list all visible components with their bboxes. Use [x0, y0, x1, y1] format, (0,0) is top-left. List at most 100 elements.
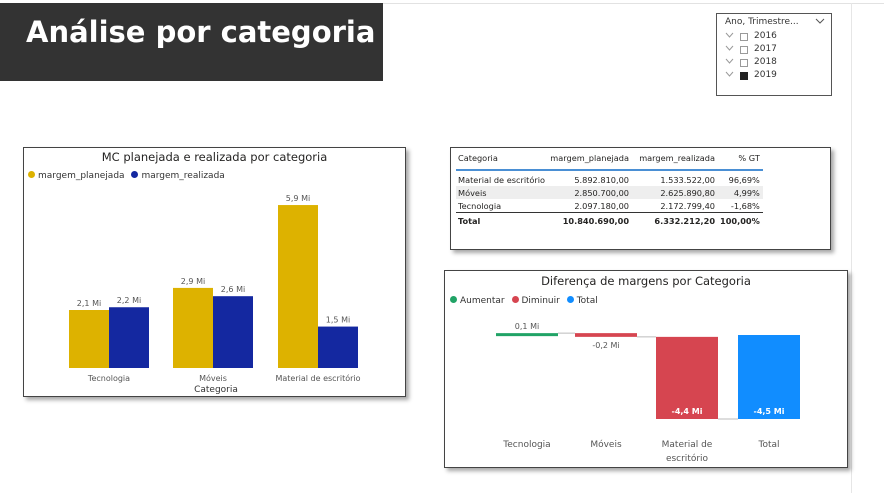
- data-label: -4,5 Mi: [754, 407, 785, 416]
- waterfall-bar-diminuir: [656, 336, 718, 419]
- data-label: 2,6 Mi: [221, 285, 245, 294]
- bar-margem_planejada: [173, 287, 213, 368]
- table-total-row: Total 10.840.690,00 6.332.212,20 100,00%: [456, 212, 763, 227]
- slicer-header[interactable]: Ano, Trimestre...: [725, 17, 825, 31]
- table-row[interactable]: Material de escritório 5.892.810,00 1.53…: [456, 170, 763, 186]
- waterfall-bar-total: [738, 335, 800, 419]
- legend-dot: [511, 296, 519, 303]
- table-cell: 6.332.212,20: [632, 212, 719, 227]
- chart-title: Diferença de margens por Categoria: [541, 274, 751, 288]
- x-tick-label: Total: [757, 440, 779, 450]
- table-cell: 10.840.690,00: [548, 212, 633, 227]
- legend-label: margem_planejada: [38, 171, 125, 181]
- chevron-right-icon[interactable]: [725, 31, 734, 43]
- table-cell: 2.850.700,00: [548, 186, 633, 199]
- legend-dot: [28, 171, 35, 178]
- table-cell: 100,00%: [718, 212, 763, 227]
- legend-dot: [131, 171, 139, 178]
- table-cell: 96,69%: [728, 175, 760, 185]
- legend-label: Total: [576, 296, 598, 306]
- table-cell: 2.097.180,00: [574, 201, 630, 211]
- chart-title: MC planejada e realizada por categoria: [101, 150, 328, 164]
- table-cell: 5.892.810,00: [574, 175, 630, 185]
- slicer-option-2018[interactable]: 2018: [725, 57, 825, 69]
- waterfall-bar-diminuir: [575, 333, 637, 337]
- chart-legend: Aumentar Diminuir Total: [450, 296, 602, 306]
- slicer-option-label: 2017: [754, 44, 777, 54]
- data-label: 2,2 Mi: [117, 296, 141, 305]
- bar-margem_realizada: [213, 296, 253, 368]
- data-label: -0,2 Mi: [592, 341, 619, 350]
- margins-table[interactable]: Categoria margem_planejada margem_realiz…: [450, 147, 831, 250]
- legend-label: Diminuir: [521, 296, 560, 306]
- slicer-option-2019[interactable]: 2019: [725, 70, 825, 82]
- table-row[interactable]: Móveis 2.850.700,00 2.625.890,80 4,99%: [456, 186, 763, 199]
- table-cell: -1,68%: [730, 201, 760, 211]
- slicer-checkbox[interactable]: [740, 33, 748, 41]
- chevron-right-icon[interactable]: [725, 44, 734, 56]
- bar-chart-plot: 2,1 Mi 2,2 Mi Tecnologia 2,9 Mi 2,6 Mi Móveis…: [69, 194, 361, 395]
- bar-margem_planejada: [69, 310, 109, 368]
- data-label: 1,5 Mi: [326, 316, 350, 325]
- legend-label: Aumentar: [460, 296, 505, 306]
- year-quarter-slicer[interactable]: Ano, Trimestre... 2016 2017 2018 2019: [716, 13, 832, 96]
- x-tick-label: Material de escritório: [275, 373, 360, 383]
- column-header[interactable]: margem_planejada: [548, 153, 633, 171]
- top-divider: [383, 3, 884, 4]
- legend-item-diminuir[interactable]: Diminuir: [511, 296, 560, 306]
- x-tick-label: Móveis: [199, 373, 227, 383]
- table-cell: Tecnologia: [458, 201, 502, 211]
- slicer-option-2017[interactable]: 2017: [725, 44, 825, 56]
- waterfall-bar-aumentar: [496, 333, 558, 337]
- data-label: 0,1 Mi: [515, 322, 539, 331]
- planned-vs-realized-chart[interactable]: MC planejada e realizada por categoria m…: [23, 147, 406, 397]
- legend-item-total[interactable]: Total: [566, 296, 598, 306]
- x-axis-title: Categoria: [194, 385, 238, 395]
- chevron-down-icon[interactable]: [815, 17, 825, 28]
- legend-item-realizada[interactable]: margem_realizada: [131, 171, 225, 181]
- x-tick-label: Material de escritório: [662, 440, 713, 464]
- data-label: -4,4 Mi: [672, 407, 703, 416]
- data-label: 5,9 Mi: [286, 194, 310, 203]
- right-divider: [851, 3, 852, 493]
- column-header[interactable]: % GT: [718, 153, 763, 171]
- chevron-right-icon[interactable]: [725, 57, 734, 69]
- table-cell: 4,99%: [718, 186, 763, 199]
- chevron-right-icon[interactable]: [725, 70, 734, 82]
- table-header-row: Categoria margem_planejada margem_realiz…: [456, 153, 763, 171]
- slicer-option-label: 2018: [754, 57, 777, 67]
- slicer-title: Ano, Trimestre...: [725, 17, 799, 27]
- table-row[interactable]: Tecnologia 2.097.180,00 2.172.799,40 -1,…: [456, 199, 763, 213]
- x-tick-label: Móveis: [590, 439, 622, 450]
- table-cell: Material de escritório: [458, 175, 546, 185]
- legend-item-aumentar[interactable]: Aumentar: [450, 296, 505, 306]
- table-cell: Total: [456, 212, 549, 227]
- waterfall-plot: 0,1 Mi -0,2 Mi -4,4 Mi -4,5 Mi Tecnologia Móv…: [496, 322, 800, 464]
- bar-margem_realizada: [109, 307, 149, 368]
- table-cell: 2.172.799,40: [660, 201, 716, 211]
- margin-difference-waterfall[interactable]: Diferença de margens por Categoria Aumen…: [444, 270, 848, 468]
- chart-legend: margem_planejada margem_realizada: [28, 171, 229, 181]
- table-cell: Móveis: [456, 186, 549, 199]
- page-title: Análise por categoria: [26, 15, 376, 49]
- slicer-checkbox[interactable]: [740, 46, 748, 54]
- slicer-option-2016[interactable]: 2016: [725, 31, 825, 43]
- data-label: 2,1 Mi: [77, 299, 101, 308]
- table-cell: 2.625.890,80: [632, 186, 719, 199]
- bar-margem_planejada: [278, 205, 318, 368]
- slicer-checkbox-checked[interactable]: [740, 72, 748, 80]
- legend-item-planejada[interactable]: margem_planejada: [28, 171, 125, 181]
- legend-label: margem_realizada: [141, 171, 225, 181]
- slicer-checkbox[interactable]: [740, 59, 748, 67]
- legend-dot: [450, 296, 457, 303]
- column-header[interactable]: margem_realizada: [632, 153, 719, 171]
- x-tick-label: Tecnologia: [502, 440, 550, 450]
- x-tick-label: Tecnologia: [87, 374, 130, 383]
- table-cell: 1.533.522,00: [660, 175, 716, 185]
- legend-dot: [566, 296, 574, 303]
- bar-margem_realizada: [318, 326, 358, 368]
- slicer-option-label: 2016: [754, 31, 777, 41]
- data-label: 2,9 Mi: [181, 277, 205, 286]
- title-banner: Análise por categoria: [0, 3, 383, 81]
- column-header[interactable]: Categoria: [456, 153, 549, 171]
